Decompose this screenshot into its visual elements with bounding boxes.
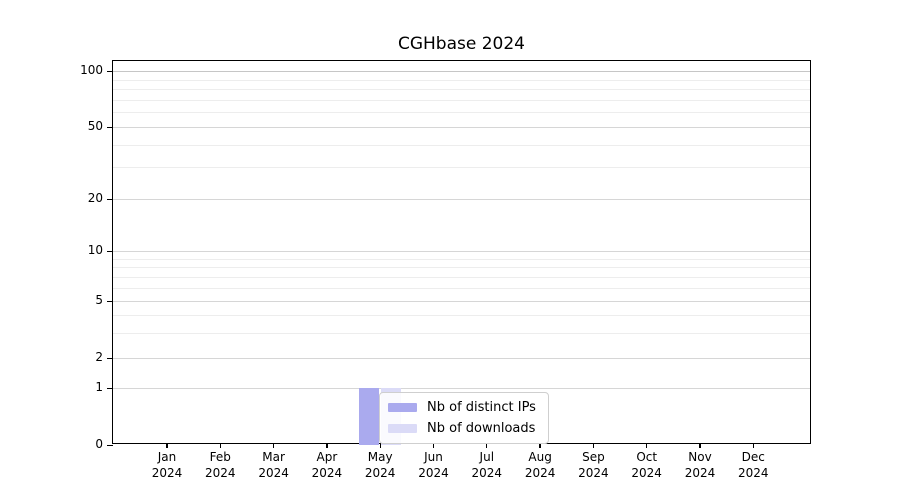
x-tick-year: 2024 [684, 466, 716, 481]
y-tick-label: 50 [87, 119, 103, 133]
x-tick-year: 2024 [364, 466, 396, 481]
x-tick-label: Sep 2024 [561, 449, 625, 481]
major-gridline [113, 358, 810, 359]
major-gridline [113, 127, 810, 128]
major-gridline [113, 251, 810, 252]
legend-label: Nb of distinct IPs [427, 400, 536, 415]
chart-title: CGHbase 2024 [397, 34, 526, 54]
major-gridline [113, 71, 810, 72]
x-tick-month: Jul [479, 450, 495, 464]
minor-gridline [113, 258, 810, 260]
y-tick-label: 20 [87, 191, 103, 205]
x-tick-mark [486, 443, 488, 448]
x-tick-month: Sep [582, 450, 605, 464]
x-tick-year: 2024 [524, 466, 556, 481]
x-tick-mark [219, 443, 221, 448]
x-tick-month: Nov [688, 450, 712, 464]
x-tick-label: Oct 2024 [615, 449, 679, 481]
minor-gridline [113, 112, 810, 114]
minor-gridline [113, 267, 810, 269]
y-tick-mark [107, 300, 113, 302]
x-tick-month: May [367, 450, 393, 464]
x-tick-month: Dec [741, 450, 765, 464]
legend: Nb of distinct IPs Nb of downloads [379, 392, 549, 444]
x-tick-label: Apr 2024 [295, 449, 359, 481]
x-tick-year: 2024 [471, 466, 503, 481]
x-tick-label: Jul 2024 [455, 449, 519, 481]
legend-row: Nb of distinct IPs [388, 400, 540, 415]
x-tick-label: Feb 2024 [188, 449, 252, 481]
x-tick-mark [752, 443, 754, 448]
minor-gridline [113, 287, 810, 289]
x-tick-label: Mar 2024 [242, 449, 306, 481]
y-tick-mark [107, 444, 113, 446]
y-tick-mark [107, 357, 113, 359]
x-tick-month: Jan [157, 450, 177, 464]
x-tick-year: 2024 [578, 466, 609, 481]
legend-swatch [388, 424, 417, 433]
legend-row: Nb of downloads [388, 421, 540, 436]
y-tick-mark [107, 126, 113, 128]
minor-gridline [113, 276, 810, 278]
legend-swatch [388, 403, 417, 412]
y-tick-label: 0 [95, 437, 103, 451]
major-gridline [113, 199, 810, 200]
x-tick-mark [539, 443, 541, 448]
minor-gridline [113, 99, 810, 101]
x-tick-label: Aug 2024 [508, 449, 572, 481]
y-tick-mark [107, 387, 113, 389]
y-tick-label: 10 [87, 243, 103, 257]
x-tick-mark [166, 443, 168, 448]
minor-gridline [113, 332, 810, 334]
x-tick-year: 2024 [205, 466, 236, 481]
x-tick-year: 2024 [738, 466, 769, 481]
y-tick-mark [107, 70, 113, 72]
x-tick-label: Dec 2024 [721, 449, 785, 481]
x-tick-mark [379, 443, 381, 448]
x-tick-month: Jun [424, 450, 443, 464]
x-tick-label: Jun 2024 [402, 449, 466, 481]
y-tick-label: 1 [95, 380, 103, 394]
major-gridline [113, 388, 810, 389]
x-tick-year: 2024 [631, 466, 662, 481]
minor-gridline [113, 79, 810, 81]
y-tick-mark [107, 198, 113, 200]
minor-gridline [113, 314, 810, 316]
x-tick-mark [699, 443, 701, 448]
x-tick-month: Feb [209, 450, 231, 464]
bar-nb-of-distinct-ips [359, 388, 380, 445]
x-tick-year: 2024 [311, 466, 343, 481]
x-tick-label: Nov 2024 [668, 449, 732, 481]
x-tick-month: Oct [636, 450, 658, 464]
x-tick-year: 2024 [151, 466, 183, 481]
x-tick-month: Mar [262, 450, 285, 464]
x-tick-mark [646, 443, 648, 448]
minor-gridline [113, 89, 810, 91]
plot-area: Nb of distinct IPs Nb of downloads 0 1 2 5 10… [80, 60, 811, 480]
x-tick-mark [272, 443, 275, 448]
x-tick-year: 2024 [418, 466, 449, 481]
x-tick-year: 2024 [258, 466, 289, 481]
x-tick-month: Apr [316, 450, 338, 464]
major-gridline [113, 301, 810, 302]
x-tick-label: Jan 2024 [135, 449, 199, 481]
x-tick-month: Aug [528, 450, 552, 464]
x-tick-mark [592, 443, 595, 448]
x-tick-mark [326, 443, 328, 448]
y-tick-mark [107, 250, 113, 252]
y-tick-label: 100 [80, 63, 103, 77]
minor-gridline [113, 167, 810, 169]
minor-gridline [113, 144, 810, 146]
y-tick-label: 5 [95, 293, 103, 307]
legend-label: Nb of downloads [427, 421, 536, 436]
x-tick-label: May 2024 [348, 449, 412, 481]
y-tick-label: 2 [95, 350, 103, 364]
x-tick-mark [432, 443, 435, 448]
